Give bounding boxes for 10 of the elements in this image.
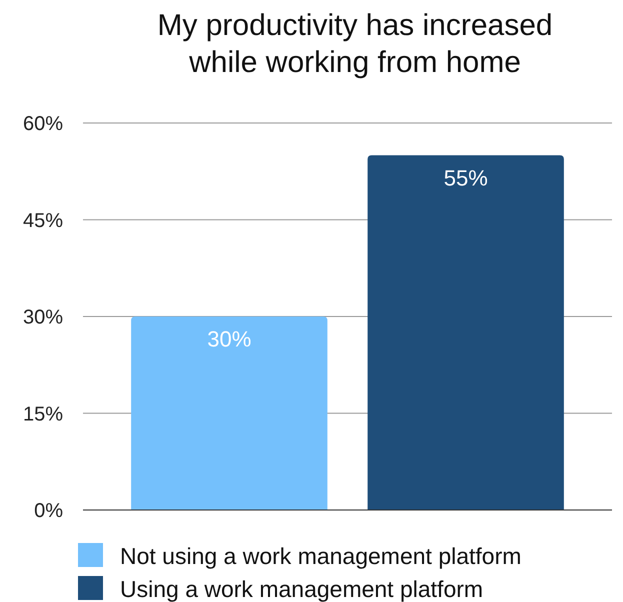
legend-label: Using a work management platform bbox=[120, 576, 484, 602]
y-tick-label: 15% bbox=[22, 403, 64, 426]
y-tick-label: 0% bbox=[34, 500, 64, 522]
y-tick-label: 60% bbox=[22, 113, 64, 135]
data-label: 55% bbox=[444, 165, 488, 190]
y-tick-label: 30% bbox=[22, 306, 64, 328]
data-label: 30% bbox=[207, 326, 252, 352]
y-tick-label: 45% bbox=[22, 210, 64, 232]
legend-label: Not using a work management platform bbox=[120, 543, 522, 569]
chart-title: My productivity has increased while working from home bbox=[157, 9, 553, 79]
